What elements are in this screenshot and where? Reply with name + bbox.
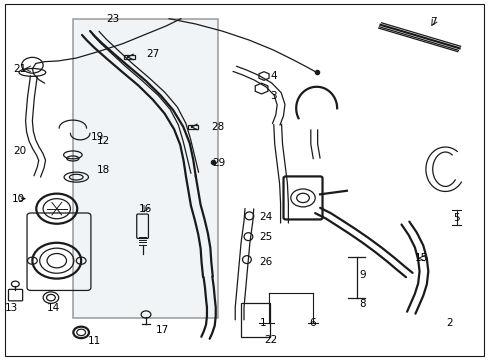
Text: 21: 21 [14,64,27,74]
Text: 25: 25 [259,232,272,242]
Text: 15: 15 [413,253,427,263]
Bar [240,303,269,337]
Text: 16: 16 [139,204,152,214]
Bar [73,19,217,318]
Text: 2: 2 [445,319,452,328]
Text: 7: 7 [429,17,436,27]
Text: 11: 11 [87,336,101,346]
Text: 6: 6 [309,319,315,328]
Text: 9: 9 [359,270,365,280]
Bar [124,55,135,59]
Text: 29: 29 [212,158,225,168]
Text: 3: 3 [270,91,276,101]
Bar [188,125,198,129]
Text: 22: 22 [264,334,277,345]
Text: 14: 14 [47,303,60,313]
Text: 20: 20 [14,146,27,156]
Text: 13: 13 [5,303,18,313]
Text: 19: 19 [91,132,104,142]
Text: 26: 26 [259,257,272,267]
Text: 18: 18 [97,165,110,175]
Text: 5: 5 [452,213,459,222]
Text: 1: 1 [259,319,266,328]
Text: 24: 24 [259,212,272,221]
Text: 17: 17 [156,325,169,334]
Text: 27: 27 [146,49,159,59]
Text: 10: 10 [12,194,25,204]
Text: 12: 12 [97,136,110,146]
Text: 23: 23 [106,14,119,24]
Text: 28: 28 [211,122,224,132]
Text: 8: 8 [359,299,365,309]
Text: 4: 4 [270,71,276,81]
